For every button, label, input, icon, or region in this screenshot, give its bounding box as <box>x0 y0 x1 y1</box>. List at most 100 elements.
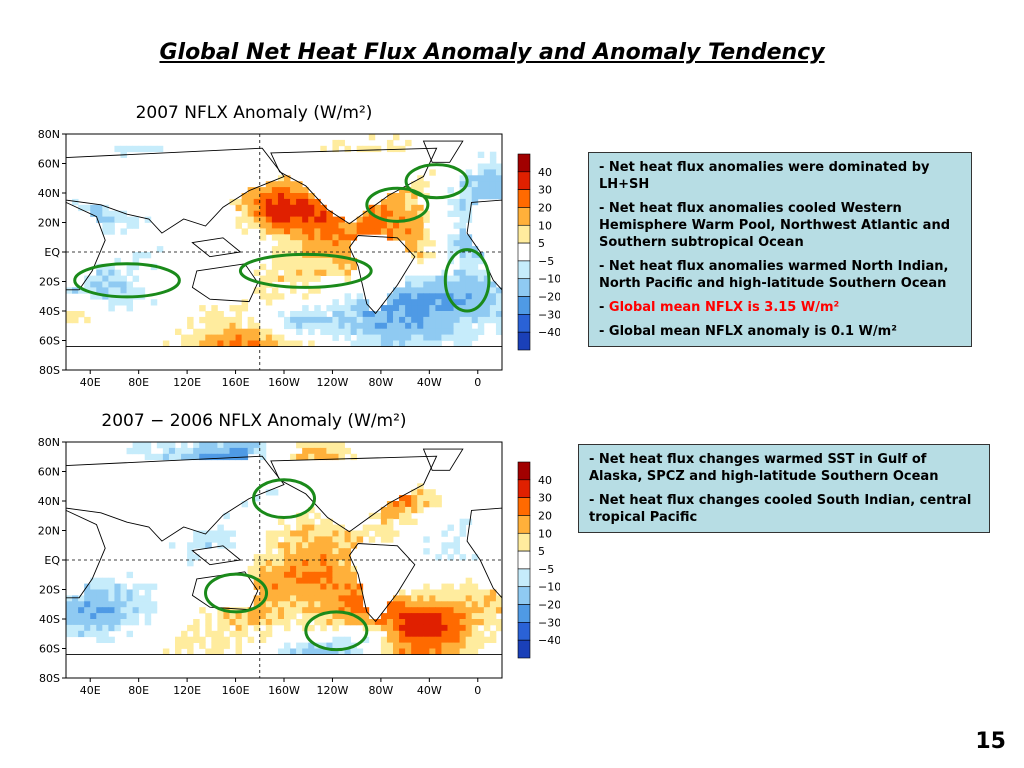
note-text: Global mean NFLX is 3.15 W/m² <box>608 300 840 315</box>
map-title: 2007 NFLX Anomaly (W/m²) <box>136 103 373 123</box>
lat-tick-label: 80N <box>38 436 60 449</box>
colorbar-swatch <box>517 242 531 262</box>
colorbar-swatch <box>517 153 531 173</box>
tendency-notes-box: - Net heat flux changes warmed SST in Gu… <box>578 444 990 533</box>
colorbar-swatch <box>517 314 531 333</box>
colorbar-swatch <box>517 639 531 659</box>
nflx-tendency-map: 2007 − 2006 NFLX Anomaly (W/m²) 80N 60N 40N… <box>38 411 560 697</box>
colorbar-swatch <box>517 260 531 280</box>
lon-tick-label: 120W <box>317 684 349 697</box>
note-text: Net heat flux anomalies cooled Western H… <box>599 201 950 250</box>
colorbar-label: −10 <box>538 581 560 594</box>
lat-tick-label: 20N <box>38 217 60 230</box>
colorbar-label: 10 <box>538 527 552 540</box>
lat-tick-label: 20S <box>39 276 60 289</box>
colorbar-label: −20 <box>538 291 560 304</box>
colorbar-swatch <box>517 189 531 208</box>
colorbar-label: −5 <box>538 563 554 576</box>
lat-tick-label: 80N <box>38 128 60 141</box>
nflx-anomaly-map: 2007 NFLX Anomaly (W/m²) 80N 60N 40N 20N EQ 20… <box>38 103 560 389</box>
note-bullet: - <box>589 493 599 508</box>
note-bullet: - <box>589 452 599 467</box>
lon-tick-label: 40W <box>417 684 442 697</box>
lon-tick-label: 40E <box>80 376 101 389</box>
colorbar-label: −40 <box>538 634 560 647</box>
colorbar-label: 5 <box>538 237 545 250</box>
lat-tick-label: EQ <box>44 246 60 259</box>
highlight-ellipses <box>204 478 369 652</box>
colorbar-swatch <box>517 568 531 588</box>
note-bullet: - <box>599 201 609 216</box>
colorbar-swatch <box>517 515 531 534</box>
lon-tick-label: 40E <box>80 684 101 697</box>
colorbar-swatch <box>517 586 531 605</box>
highlight-ellipse <box>443 248 491 313</box>
colorbar-swatch <box>517 207 531 226</box>
lat-tick-label: 20S <box>39 584 60 597</box>
colorbar-label: −20 <box>538 599 560 612</box>
highlight-ellipse <box>365 186 430 223</box>
colorbar-label: −5 <box>538 255 554 268</box>
colorbar-swatch <box>517 461 531 481</box>
colorbar-label: 40 <box>538 474 552 487</box>
lon-tick-label: 0 <box>474 684 481 697</box>
lon-tick-label: 40W <box>417 376 442 389</box>
lat-tick-label: 40S <box>39 305 60 318</box>
note-text: Net heat flux changes warmed SST in Gulf… <box>589 452 939 484</box>
colorbar-label: 30 <box>538 184 552 197</box>
highlight-ellipse <box>404 163 469 200</box>
lon-tick-label: 80E <box>128 684 149 697</box>
colorbar-swatch <box>517 224 531 244</box>
colorbar-label: −30 <box>538 616 560 629</box>
colorbar-swatch <box>517 550 531 570</box>
colorbar-swatch <box>517 171 531 190</box>
lat-tick-label: 40S <box>39 613 60 626</box>
colorbar-label: −40 <box>538 326 560 339</box>
lon-tick-label: 160W <box>268 376 300 389</box>
note-text: Net heat flux changes cooled South India… <box>589 493 972 525</box>
lon-tick-label: 80E <box>128 376 149 389</box>
lat-tick-label: 40N <box>38 495 60 508</box>
note-text: Global mean NFLX anomaly is 0.1 W/m² <box>608 324 897 339</box>
colorbar-swatch <box>517 532 531 552</box>
colorbar-label: 5 <box>538 545 545 558</box>
highlight-ellipses <box>73 163 491 313</box>
lat-tick-label: 80S <box>39 672 60 685</box>
colorbar-label: −10 <box>538 273 560 286</box>
lon-tick-label: 160W <box>268 684 300 697</box>
lon-tick-label: 120E <box>173 376 201 389</box>
lat-tick-label: 60N <box>38 466 60 479</box>
colorbar-label: −30 <box>538 308 560 321</box>
lat-tick-label: 20N <box>38 525 60 538</box>
note-item: - Global mean NFLX anomaly is 0.1 W/m² <box>599 323 961 340</box>
colorbar-swatch <box>517 296 531 315</box>
lat-tick-label: 60S <box>39 643 60 656</box>
lon-tick-label: 80W <box>368 684 393 697</box>
note-item: - Net heat flux anomalies cooled Western… <box>599 200 961 251</box>
lon-tick-label: 120E <box>173 684 201 697</box>
lon-tick-label: 160E <box>222 376 250 389</box>
lat-tick-label: 60N <box>38 158 60 171</box>
note-bullet: - <box>599 259 609 274</box>
anomaly-field <box>66 442 503 655</box>
colorbar-label: 40 <box>538 166 552 179</box>
colorbar-swatch <box>517 604 531 623</box>
colorbar-label: 20 <box>538 201 552 214</box>
note-bullet: - <box>599 300 609 315</box>
highlight-ellipse <box>304 610 369 652</box>
lon-tick-label: 0 <box>474 376 481 389</box>
note-bullet: - <box>599 160 609 175</box>
colorbar-label: 30 <box>538 492 552 505</box>
note-text: Net heat flux anomalies warmed North Ind… <box>599 259 949 291</box>
colorbar-swatch <box>517 497 531 516</box>
anomaly-field <box>66 134 503 347</box>
colorbar-swatch <box>517 479 531 498</box>
colorbar-label: 10 <box>538 219 552 232</box>
note-item: - Net heat flux changes warmed SST in Gu… <box>589 451 979 485</box>
note-item: - Net heat flux anomalies were dominated… <box>599 159 961 193</box>
colorbar-swatch <box>517 331 531 351</box>
lat-tick-label: 80S <box>39 364 60 377</box>
lat-tick-label: 60S <box>39 335 60 348</box>
lon-tick-label: 80W <box>368 376 393 389</box>
colorbar-swatch <box>517 622 531 641</box>
